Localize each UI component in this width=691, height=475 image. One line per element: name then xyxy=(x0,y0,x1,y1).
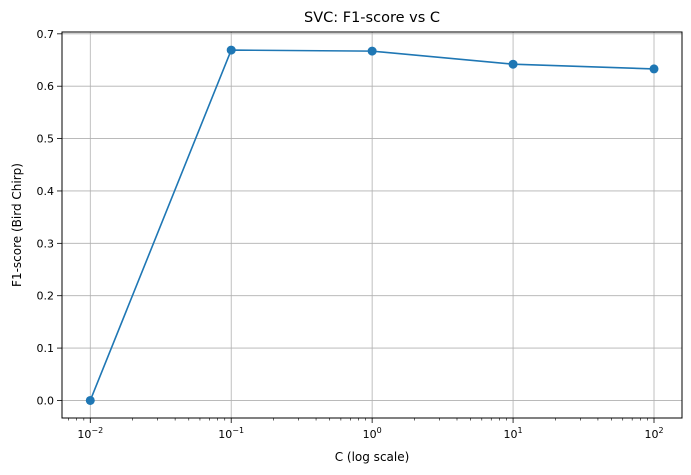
y-tick-label: 0.2 xyxy=(37,290,55,303)
y-tick-label: 0.6 xyxy=(37,80,55,93)
x-tick-label: 100 xyxy=(363,426,382,441)
y-tick-label: 0.0 xyxy=(37,394,55,407)
series-layer xyxy=(85,45,659,405)
x-tick-label: 101 xyxy=(504,426,523,441)
data-point xyxy=(226,45,236,55)
x-tick-label: 10−2 xyxy=(77,426,103,441)
x-axis: 10−2 10−1 100 101 102 xyxy=(68,418,664,441)
grid xyxy=(62,32,682,418)
data-point xyxy=(85,395,95,405)
y-axis-label: F1-score (Bird Chirp) xyxy=(10,163,24,287)
data-point xyxy=(367,46,377,56)
x-tick-label: 10−1 xyxy=(218,426,244,441)
y-axis: 0.0 0.1 0.2 0.3 0.4 0.5 0.6 0.7 xyxy=(37,28,62,407)
x-tick-label: 102 xyxy=(644,426,663,441)
y-tick-label: 0.5 xyxy=(37,133,55,146)
y-tick-label: 0.4 xyxy=(37,185,55,198)
data-point xyxy=(508,59,518,69)
y-tick-label: 0.1 xyxy=(37,342,55,355)
chart-title: SVC: F1-score vs C xyxy=(304,10,440,26)
y-tick-label: 0.3 xyxy=(37,237,55,250)
x-axis-label: C (log scale) xyxy=(335,450,410,464)
data-point xyxy=(649,64,659,74)
y-tick-label: 0.7 xyxy=(37,28,55,41)
